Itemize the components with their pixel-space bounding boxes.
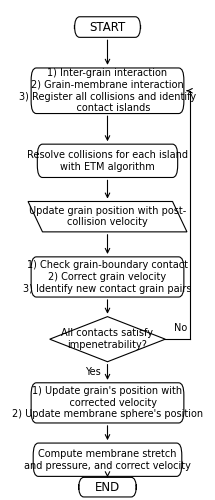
Text: Update grain position with post-
collision velocity: Update grain position with post- collisi… [29,206,186,228]
Text: Compute membrane stretch
and pressure, and correct velocity: Compute membrane stretch and pressure, a… [24,449,191,470]
Text: 1) Inter-grain interaction
2) Grain-membrane interaction
3) Register all collisi: 1) Inter-grain interaction 2) Grain-memb… [19,68,196,113]
Text: 1) Check grain-boundary contact
2) Correct grain velocity
3) Identify new contac: 1) Check grain-boundary contact 2) Corre… [23,260,192,294]
FancyBboxPatch shape [33,443,182,476]
Text: All contacts satisfy
impenetrability?: All contacts satisfy impenetrability? [61,328,154,350]
Text: Yes: Yes [85,368,101,378]
Text: END: END [95,480,120,494]
FancyBboxPatch shape [31,68,184,114]
Text: Resolve collisions for each island
with ETM algorithm: Resolve collisions for each island with … [27,150,188,172]
Text: START: START [89,20,126,34]
Text: 1) Update grain's position with
    corrected velocity
2) Update membrane sphere: 1) Update grain's position with correcte… [12,386,203,420]
FancyBboxPatch shape [31,383,184,423]
Text: No: No [174,324,187,334]
Polygon shape [50,316,165,362]
FancyBboxPatch shape [37,144,178,178]
FancyBboxPatch shape [31,257,184,297]
Polygon shape [28,202,187,232]
FancyBboxPatch shape [79,478,136,497]
FancyBboxPatch shape [74,17,141,38]
